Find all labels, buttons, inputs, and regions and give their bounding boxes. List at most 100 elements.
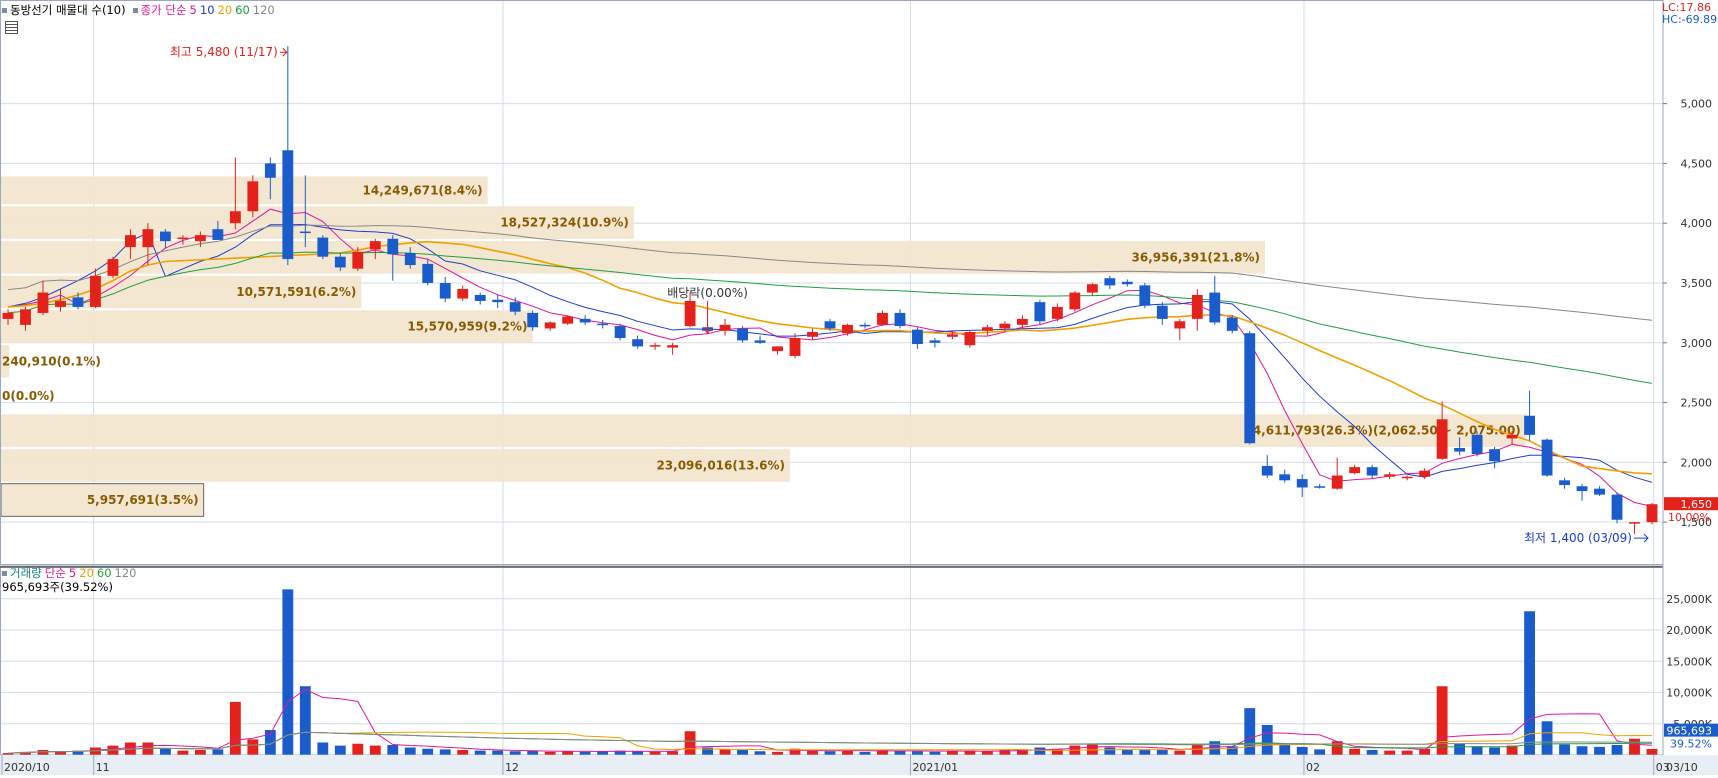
- volume-tick-label: 10,000K: [1666, 687, 1712, 700]
- price-tick-label: 4,500: [1681, 157, 1713, 170]
- price-axis-hc: HC:-69.89: [1662, 13, 1718, 26]
- grid-table-icon[interactable]: [5, 21, 18, 34]
- volume-bars: [2, 589, 1658, 755]
- candle-body: [1489, 449, 1501, 462]
- candle-body: [264, 163, 276, 178]
- volume-bar: [37, 750, 49, 755]
- legend-toggle-icon[interactable]: [2, 8, 7, 13]
- current-price-pct: 10.00%: [1668, 511, 1710, 524]
- candle-body: [125, 235, 136, 248]
- volume-bar: [1471, 746, 1483, 755]
- current-volume-tag: [1664, 723, 1718, 737]
- volume-legend-ma-20: 20: [79, 566, 94, 580]
- price-tick-label: 2,500: [1681, 397, 1713, 410]
- volume-bar: [1121, 749, 1133, 755]
- volume-bar: [1506, 745, 1518, 755]
- candle-body: [1016, 318, 1028, 325]
- volume-bar: [369, 745, 381, 755]
- volume-bar: [439, 749, 451, 755]
- volume-legend-ma-60: 60: [96, 566, 112, 580]
- candle-body: [37, 292, 49, 313]
- legend-toggle-icon[interactable]: [2, 571, 7, 576]
- dividend-annotation: 배당락(0.00%): [667, 286, 748, 300]
- volume-bar: [667, 751, 679, 755]
- volume-bar: [964, 750, 976, 755]
- volume-bar: [1209, 741, 1221, 755]
- candles: [2, 46, 1658, 535]
- volume-bar: [877, 750, 888, 755]
- legend-ma-20: 20: [217, 3, 233, 17]
- candle-body: [894, 312, 906, 327]
- ma-line-60: [7, 251, 1653, 384]
- candle-body: [562, 316, 574, 324]
- volume-bar: [1524, 611, 1535, 755]
- volume-profile-label: 240,910(0.1%): [2, 354, 101, 368]
- volume-bar: [527, 750, 539, 755]
- volume-bar: [894, 750, 906, 755]
- volume-profile-bar: [1, 449, 790, 482]
- candle-body: [282, 150, 294, 260]
- legend-toggle-icon[interactable]: [132, 8, 138, 13]
- candle-body: [1034, 302, 1046, 322]
- volume-bar: [1611, 745, 1623, 755]
- legend-ma-60: 60: [235, 3, 250, 17]
- candle-body: [334, 256, 346, 268]
- candle-body: [55, 300, 66, 307]
- price-axis-lc: LC:17.86: [1662, 1, 1712, 14]
- volume-bar: [789, 748, 801, 755]
- candle-body: [1261, 465, 1273, 476]
- candle-body: [1559, 480, 1570, 486]
- candle-body: [1419, 470, 1431, 477]
- volume-profile-bar: [1, 414, 1526, 448]
- volume-profile-label: 15,570,959(9.2%): [407, 320, 527, 334]
- candle-body: [1349, 467, 1361, 474]
- volume-bar: [1331, 741, 1343, 755]
- candle-body: [2, 312, 14, 319]
- ma-line-120: [7, 224, 1653, 321]
- volume-profile-label: 23,096,016(13.6%): [656, 458, 785, 472]
- candle-body: [1296, 479, 1308, 488]
- volume-bar: [544, 751, 556, 755]
- date-axis-label: 03/10: [1666, 761, 1698, 774]
- candle-body: [20, 309, 31, 325]
- volume-bar: [719, 749, 731, 755]
- volume-profile-label: 0(0.0%): [2, 389, 55, 403]
- volume-profile-label: 44,611,793(26.3%)(2,062.50 ~ 2,075.00): [1244, 424, 1520, 438]
- candle-body: [194, 235, 206, 242]
- candle-body: [877, 312, 888, 325]
- volume-bar: [264, 730, 276, 755]
- moving-average-lines: [7, 208, 1653, 507]
- volume-bar: [912, 751, 923, 755]
- volume-ma-120: [7, 731, 1653, 754]
- candle-body: [1121, 281, 1133, 285]
- candle-body: [369, 241, 381, 250]
- volume-bar: [772, 751, 783, 755]
- date-axis-label: 11: [96, 761, 110, 774]
- candle-body: [1366, 467, 1378, 476]
- candle-body: [1471, 434, 1483, 454]
- candle-body: [912, 329, 923, 344]
- candle-body: [1436, 419, 1448, 459]
- volume-profile-bar: [1, 344, 10, 378]
- volume-bar: [684, 731, 696, 755]
- candle-body: [1191, 294, 1203, 319]
- volume-legend-ma-5: 5: [68, 566, 77, 580]
- candle-body: [422, 263, 434, 283]
- volume-bar: [229, 701, 241, 755]
- candle-body: [1454, 448, 1466, 452]
- dividend-arrow-icon: [703, 300, 712, 335]
- volume-bar: [824, 751, 836, 755]
- candle-body: [142, 229, 154, 248]
- price-tick-label: 1,500: [1681, 516, 1713, 529]
- volume-profile-label: 5,957,691(3.5%): [87, 493, 199, 507]
- volume-tick-label: 15,000K: [1666, 655, 1712, 668]
- candle-body: [159, 231, 171, 242]
- candle-body: [1209, 292, 1221, 323]
- candle-body: [1506, 434, 1518, 439]
- candle-body: [439, 283, 451, 299]
- candle-body: [299, 231, 311, 234]
- candle-body: [544, 322, 556, 329]
- high-annotation: 최고 5,480 (11/17): [170, 45, 278, 59]
- volume-bar: [1174, 750, 1186, 755]
- volume-bar: [579, 751, 591, 755]
